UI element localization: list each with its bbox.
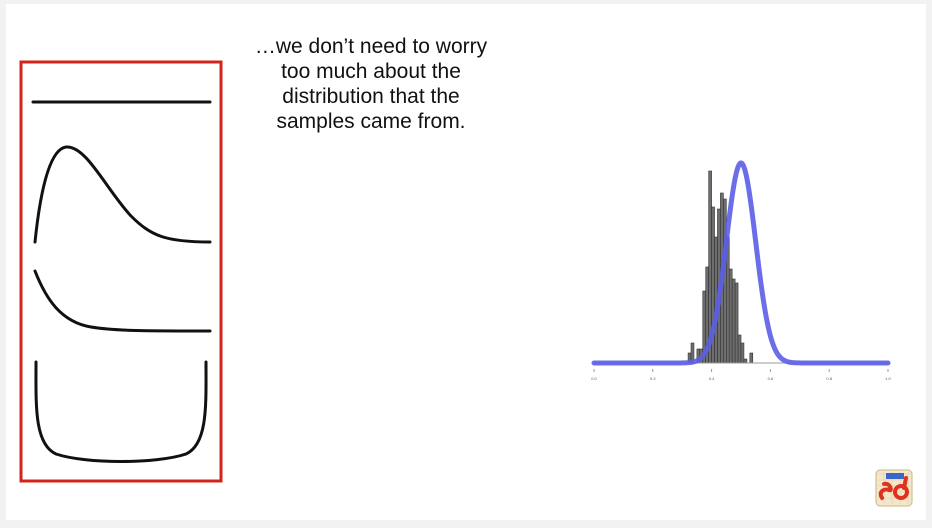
caption-line-3: distribution that the <box>282 85 460 108</box>
caption-line-4: samples came from. <box>276 110 466 133</box>
caption: …we don’t need to worry too much about t… <box>206 34 536 134</box>
histogram-bar <box>749 352 754 364</box>
histogram-bar <box>737 334 742 364</box>
histogram-bars <box>687 170 754 364</box>
caption-line-1: …we don’t need to worry <box>254 35 488 58</box>
histogram-bar <box>734 282 739 364</box>
skewed-distribution-curve <box>33 145 212 244</box>
x-axis-ticks: 0.0 0.2 0.4 0.6 0.8 1.0 <box>591 369 892 381</box>
x-tick-label: 0.8 <box>826 376 832 381</box>
x-tick-label: 0.6 <box>768 376 774 381</box>
exponential-distribution-curve <box>33 269 212 333</box>
x-tick-label: 0.2 <box>650 376 656 381</box>
statquest-logo-icon <box>875 469 913 507</box>
x-tick-label: 0.0 <box>591 376 597 381</box>
histogram-bar <box>731 278 736 364</box>
histogram-bar <box>743 358 748 364</box>
caption-line-2: too much about the <box>281 60 461 83</box>
histogram-bar <box>740 342 745 364</box>
slide: …we don’t need to worry too much about t… <box>6 4 926 520</box>
u-shaped-distribution-curve <box>34 360 208 463</box>
slide-graphics: 0.0 0.2 0.4 0.6 0.8 1.0 <box>19 60 892 483</box>
distribution-frame <box>19 60 223 483</box>
normal-distribution-curve <box>591 160 891 366</box>
x-tick-label: 0.4 <box>709 376 715 381</box>
histogram-bar <box>728 268 733 364</box>
x-tick-label: 1.0 <box>885 376 891 381</box>
